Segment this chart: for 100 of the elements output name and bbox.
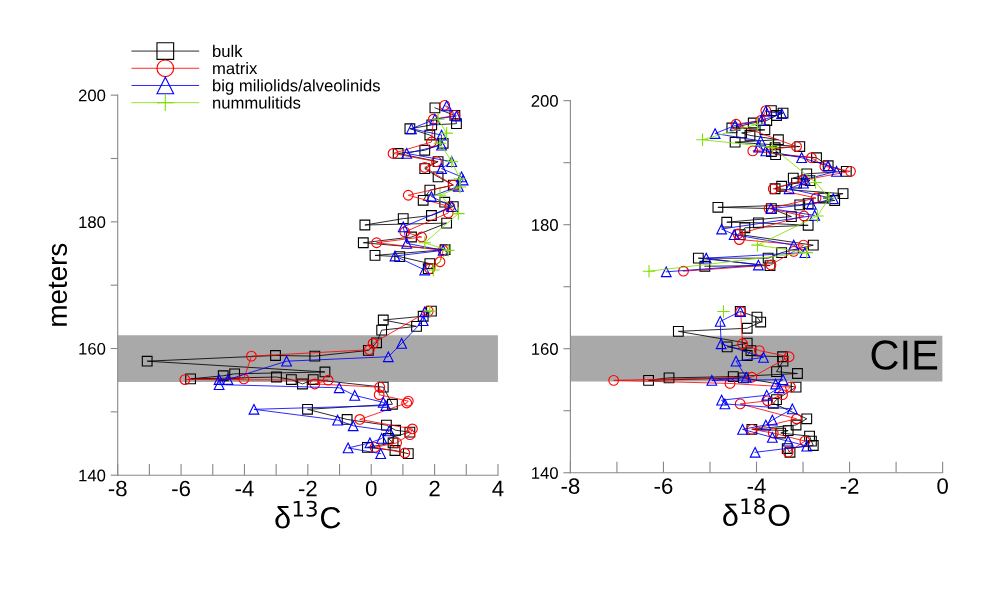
point [791, 413, 802, 425]
point [426, 136, 437, 148]
point [399, 226, 411, 238]
point [377, 314, 389, 326]
point [426, 191, 437, 202]
legend-label: nummulitids [213, 96, 301, 109]
point [417, 310, 429, 322]
point [322, 374, 334, 386]
point [417, 315, 429, 327]
point [373, 389, 385, 401]
y-tick-label: 200 [531, 95, 558, 107]
point [783, 183, 795, 195]
point [788, 239, 800, 251]
x-tick-label: -8 [108, 480, 127, 497]
point [753, 141, 765, 153]
point [238, 373, 250, 385]
point [185, 373, 197, 385]
point [716, 304, 731, 319]
point [733, 234, 745, 245]
y-tick-label: 200 [78, 89, 106, 102]
y-tick-label: 140 [532, 467, 558, 479]
point [796, 152, 808, 164]
point [758, 351, 769, 363]
point [270, 350, 281, 361]
point [217, 370, 229, 382]
point [369, 249, 381, 261]
x-tick-label: -6 [654, 478, 673, 494]
y-tick-label: 160 [532, 343, 558, 355]
point [387, 398, 398, 410]
point [371, 337, 383, 349]
point [808, 175, 823, 190]
point [309, 350, 321, 362]
point [402, 189, 414, 201]
point [810, 192, 822, 204]
point [401, 237, 413, 249]
x-axis-title: δ$^{13}$C [275, 500, 341, 529]
point [377, 396, 389, 408]
point [714, 316, 726, 327]
point [785, 381, 796, 393]
point [371, 237, 383, 249]
point [782, 435, 794, 447]
point [845, 165, 856, 177]
point [382, 351, 394, 363]
point [354, 414, 366, 425]
point [369, 441, 381, 453]
point [391, 437, 402, 449]
point [642, 264, 656, 279]
point [309, 378, 321, 390]
y-tick-label: 160 [79, 342, 106, 355]
point [801, 440, 813, 452]
point [424, 129, 436, 141]
point [364, 437, 376, 449]
point [810, 209, 825, 223]
x-tick-label: -2 [840, 478, 859, 494]
point [734, 398, 746, 410]
point [765, 140, 780, 154]
point [361, 441, 373, 453]
point [753, 345, 765, 356]
point [416, 231, 428, 243]
point [719, 398, 731, 410]
point [380, 400, 392, 411]
point [831, 165, 842, 177]
point [700, 252, 712, 264]
point [451, 118, 462, 130]
point [706, 374, 718, 386]
point [396, 338, 408, 349]
point [783, 351, 795, 363]
point [752, 259, 764, 271]
point [392, 148, 404, 159]
point [376, 433, 388, 444]
point [798, 239, 809, 251]
point [755, 135, 767, 147]
point [762, 395, 774, 407]
point [747, 145, 759, 157]
band-label: CIE [871, 340, 938, 370]
point [389, 250, 401, 262]
point [737, 423, 748, 435]
point [246, 350, 257, 362]
point [390, 424, 402, 436]
point [798, 210, 810, 222]
point [716, 394, 728, 406]
point [406, 231, 417, 243]
point [822, 191, 836, 205]
point [419, 144, 431, 156]
point [179, 374, 191, 385]
legend-label: matrix [213, 62, 258, 75]
point [381, 419, 392, 431]
point [141, 355, 153, 367]
point [791, 141, 802, 152]
x-tick-label: 0 [365, 480, 377, 497]
x-tick-label: -8 [561, 478, 580, 494]
point [332, 414, 344, 426]
point [716, 223, 728, 235]
point [431, 112, 445, 127]
point [786, 403, 798, 415]
point [383, 425, 395, 437]
point [433, 188, 447, 203]
point [333, 382, 345, 394]
point [222, 374, 234, 385]
point [766, 414, 778, 426]
